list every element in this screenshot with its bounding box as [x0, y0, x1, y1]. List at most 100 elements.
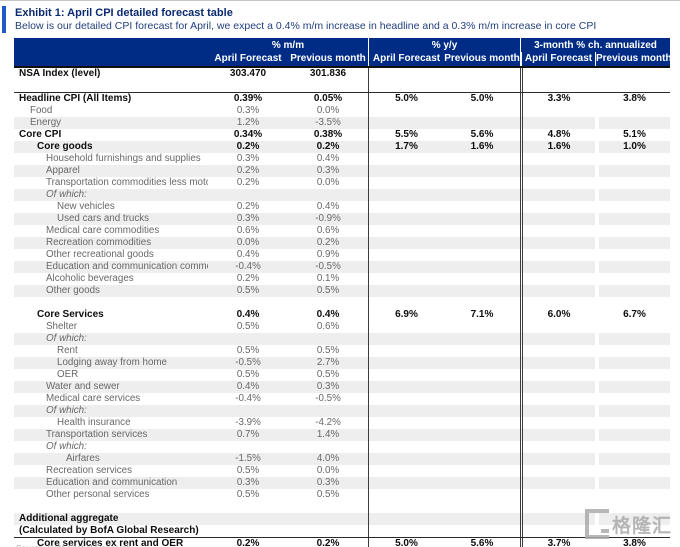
cell	[368, 165, 444, 177]
column-header-3mo-previous-month: Previous month	[595, 52, 672, 66]
cell	[368, 441, 444, 453]
cell: 301.836	[309, 68, 347, 79]
cell	[595, 525, 670, 537]
table-body: NSA Index (level) 303.470 301.836 Headline …	[14, 68, 670, 547]
cell: 0.2%	[316, 237, 340, 248]
cell	[520, 285, 595, 297]
cell: 0.2%	[316, 141, 340, 152]
cell	[595, 153, 670, 165]
row-label: Additional aggregate	[19, 513, 119, 524]
cell	[368, 68, 444, 80]
table-row: Education and communication commodities -…	[14, 261, 670, 273]
cell	[595, 177, 670, 189]
cell	[368, 249, 444, 261]
cell	[368, 201, 444, 213]
cell	[520, 237, 595, 249]
cell	[368, 297, 444, 309]
cell: -4.2%	[315, 417, 341, 428]
cell: 0.3%	[316, 477, 340, 488]
cell: 0.3%	[316, 381, 340, 392]
cell	[368, 489, 444, 501]
cell: 0.0%	[316, 177, 340, 188]
table-row: Used cars and trucks 0.3% -0.9%	[14, 213, 670, 225]
cell	[595, 237, 670, 249]
row-label: Of which:	[46, 189, 87, 200]
row-label: Alcoholic beverages	[46, 273, 134, 284]
exhibit-subtitle: Below is our detailed CPI forecast for A…	[15, 20, 597, 32]
column-header-yy-april-forecast: April Forecast	[368, 52, 444, 66]
table-header: % m/m % y/y 3-month % ch. annualized Apr…	[14, 38, 672, 68]
cell	[520, 381, 595, 393]
cell	[595, 321, 670, 333]
row-label: Other personal services	[46, 489, 150, 500]
cell	[520, 357, 595, 369]
row-label: Apparel	[46, 165, 80, 176]
cell	[520, 297, 595, 309]
cell: 1.2%	[236, 117, 260, 128]
cell: 5.1%	[595, 129, 670, 141]
row-label: Medical care commodities	[46, 225, 160, 236]
cell	[595, 285, 670, 297]
cell: 0.5%	[236, 369, 260, 380]
cell	[368, 345, 444, 357]
cell: 0.4%	[316, 201, 340, 212]
table-row: Energy 1.2% -3.5%	[14, 117, 670, 129]
table-row: Alcoholic beverages 0.2% 0.1%	[14, 273, 670, 285]
table-row: NSA Index (level) 303.470 301.836	[14, 68, 670, 80]
cell	[595, 417, 670, 429]
cell	[595, 213, 670, 225]
cell: 0.2%	[236, 201, 260, 212]
table-row: Of which:	[14, 189, 670, 201]
cell	[595, 189, 670, 201]
row-label: Transportation commodities less motor fu…	[46, 177, 208, 188]
cell	[520, 105, 595, 117]
row-label: Core Services	[37, 309, 104, 320]
cell: 0.4%	[236, 309, 260, 320]
table-row: Household furnishings and supplies 0.3% 0.…	[14, 153, 670, 165]
cell: 1.4%	[316, 429, 340, 440]
cell	[368, 501, 444, 513]
cell: 0.5%	[316, 285, 340, 296]
cell: 3.8%	[595, 93, 670, 105]
table-row: Transportation commodities less motor fu…	[14, 177, 670, 189]
cell	[368, 525, 444, 537]
cell	[595, 501, 670, 513]
row-label: Used cars and trucks	[57, 213, 150, 224]
cell: 6.7%	[595, 309, 670, 321]
row-label: Lodging away from home	[57, 357, 168, 368]
table-row: Water and sewer 0.4% 0.3%	[14, 381, 670, 393]
cell: 0.5%	[316, 369, 340, 380]
cell: 0.5%	[236, 465, 260, 476]
cell: -3.9%	[235, 417, 261, 428]
exhibit-header: Exhibit 1: April CPI detailed forecast t…	[2, 6, 596, 33]
cell	[368, 80, 444, 92]
cell	[368, 321, 444, 333]
cell	[595, 345, 670, 357]
table-row: Recreation services 0.5% 0.0%	[14, 465, 670, 477]
cell: 0.3%	[236, 213, 260, 224]
row-label: Other goods	[46, 285, 100, 296]
cell	[520, 429, 595, 441]
table-row: Health insurance -3.9% -4.2%	[14, 417, 670, 429]
table-row: Other recreational goods 0.4% 0.9%	[14, 249, 670, 261]
cell: -0.4%	[235, 393, 261, 404]
table-row: Other personal services 0.5% 0.5%	[14, 489, 670, 501]
cell	[368, 405, 444, 417]
cell: 0.9%	[316, 249, 340, 260]
column-header-mm-april-forecast: April Forecast	[214, 53, 282, 64]
header-group-mm: % m/m	[271, 40, 305, 51]
table-row: (Calculated by BofA Global Research)	[14, 525, 670, 538]
cell: 5.0%	[368, 93, 444, 105]
cell	[368, 357, 444, 369]
cell: 0.05%	[313, 93, 343, 104]
cell	[368, 261, 444, 273]
table-row: Apparel 0.2% 0.3%	[14, 165, 670, 177]
cell	[595, 381, 670, 393]
cell	[595, 249, 670, 261]
table-row: OER 0.5% 0.5%	[14, 369, 670, 381]
cell: 0.34%	[233, 129, 263, 140]
header-group-yy: % y/y	[368, 38, 520, 52]
header-group-3mo: 3-month % ch. annualized	[520, 38, 670, 52]
cell	[595, 297, 670, 309]
cell	[520, 465, 595, 477]
